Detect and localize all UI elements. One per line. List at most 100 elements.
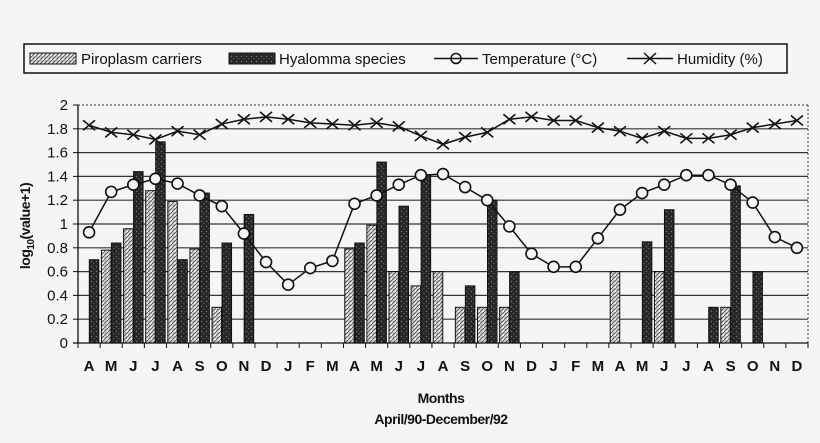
circle-marker-icon (392, 178, 406, 192)
circle-marker-icon (436, 167, 450, 181)
hyalomma-bar (420, 174, 432, 344)
piroplasm-bar (366, 224, 377, 344)
circle-marker-icon (82, 226, 96, 239)
x-tick-label: J (151, 358, 159, 375)
x-marker-icon (414, 130, 428, 142)
x-marker-icon (458, 131, 472, 143)
y-tick-label: 0.6 (47, 264, 68, 281)
hyalomma-bar (155, 141, 166, 344)
x-tick-label: A (349, 358, 360, 375)
circle-marker-icon (635, 186, 649, 200)
y-tick-label: 0.2 (47, 311, 68, 328)
circle-marker-icon (281, 278, 295, 291)
x-tick-label: N (504, 358, 515, 375)
x-marker-icon (613, 125, 627, 137)
x-tick-label: S (460, 358, 470, 375)
x-marker-icon (524, 111, 538, 123)
circle-marker-icon (348, 197, 361, 211)
x-marker-icon (701, 132, 715, 144)
x-marker-icon (480, 126, 494, 138)
x-marker-icon (259, 111, 273, 123)
y-tick-label: 1.8 (47, 121, 68, 138)
x-tick-label: A (84, 358, 95, 375)
x-tick-label: F (571, 358, 580, 375)
y-tick-label: 0 (60, 335, 68, 352)
piroplasm-bar (432, 271, 444, 344)
piroplasm-bar (454, 306, 466, 344)
hyalomma-bar (730, 185, 741, 344)
x-tick-label: O (216, 358, 228, 375)
piroplasm-bar (476, 306, 488, 344)
legend-item-hyalomma: Hyalomma species (228, 51, 406, 68)
x-marker-icon (237, 113, 251, 125)
x-axis-title: Months (418, 390, 465, 406)
legend-label: Temperature (°C) (482, 51, 597, 68)
circle-marker-icon (657, 178, 671, 192)
x-marker-icon (679, 132, 693, 144)
circle-marker-icon (414, 168, 428, 182)
circle-marker-icon (104, 185, 118, 199)
dark-bar-swatch-icon (228, 52, 276, 65)
x-marker-icon (635, 132, 649, 144)
x-tick-label: N (238, 358, 249, 375)
x-marker-icon (303, 117, 317, 129)
x-tick-label: N (769, 358, 780, 375)
x-tick-label: J (395, 358, 403, 375)
y-tick-label: 1.6 (47, 145, 68, 162)
piroplasm-bar (653, 271, 665, 344)
x-marker-icon (746, 121, 760, 134)
legend: Piroplasm carriers Hyalomma species Temp… (23, 43, 788, 74)
line-circle-marker-icon (434, 52, 478, 65)
line-x-marker-icon (627, 52, 673, 65)
x-marker-icon (193, 129, 207, 141)
x-tick-label: J (549, 358, 557, 375)
x-marker-icon (148, 133, 162, 146)
x-tick-label: J (284, 358, 292, 375)
legend-item-humidity: Humidity (%) (627, 51, 763, 68)
line-series (82, 111, 804, 291)
x-marker-icon (547, 114, 561, 127)
x-tick-label: O (481, 358, 493, 375)
y-tick-label: 1 (60, 216, 68, 233)
x-tick-label: J (417, 358, 425, 375)
circle-marker-icon (215, 199, 229, 213)
circle-marker-icon (591, 231, 605, 245)
x-marker-icon (325, 118, 339, 130)
y-axis-ticks: 0 0.2 0.4 0.6 0.8 1 1.2 1.4 1.6 1.8 2 (47, 97, 79, 352)
circle-marker-icon (326, 254, 339, 268)
hyalomma-bar (133, 171, 144, 344)
legend-item-temperature: Temperature (°C) (434, 51, 597, 68)
x-tick-label: A (615, 358, 626, 375)
piroplasm-bar (388, 271, 400, 344)
piroplasm-bar (145, 190, 156, 344)
y-tick-label: 1.4 (47, 168, 68, 185)
hyalomma-bar (110, 242, 122, 344)
bar-series (88, 141, 763, 344)
x-marker-icon (569, 114, 583, 127)
x-marker-icon (348, 119, 362, 131)
hyalomma-bar (376, 161, 387, 344)
hyalomma-bar (708, 306, 719, 344)
circle-marker-icon (768, 230, 782, 244)
x-tick-label: M (592, 358, 605, 375)
x-marker-icon (281, 113, 295, 125)
circle-marker-icon (503, 220, 516, 233)
hyalomma-bar (398, 205, 410, 344)
circle-marker-icon (746, 196, 759, 209)
circle-marker-icon (149, 172, 162, 186)
y-tick-label: 1.2 (47, 192, 68, 209)
circle-marker-icon (259, 255, 273, 269)
legend-label: Piroplasm carriers (81, 51, 202, 68)
circle-marker-icon (702, 168, 715, 182)
x-marker-icon (502, 113, 516, 125)
x-tick-label: S (726, 358, 736, 375)
circle-marker-icon (127, 178, 140, 192)
piroplasm-bar (410, 285, 422, 344)
y-tick-label: 0.4 (47, 287, 68, 304)
circle-marker-icon (525, 247, 538, 261)
circle-marker-icon (790, 241, 804, 255)
piroplasm-bar (344, 248, 355, 344)
hatched-bar-swatch-icon (29, 52, 77, 65)
circle-marker-icon (724, 178, 737, 192)
